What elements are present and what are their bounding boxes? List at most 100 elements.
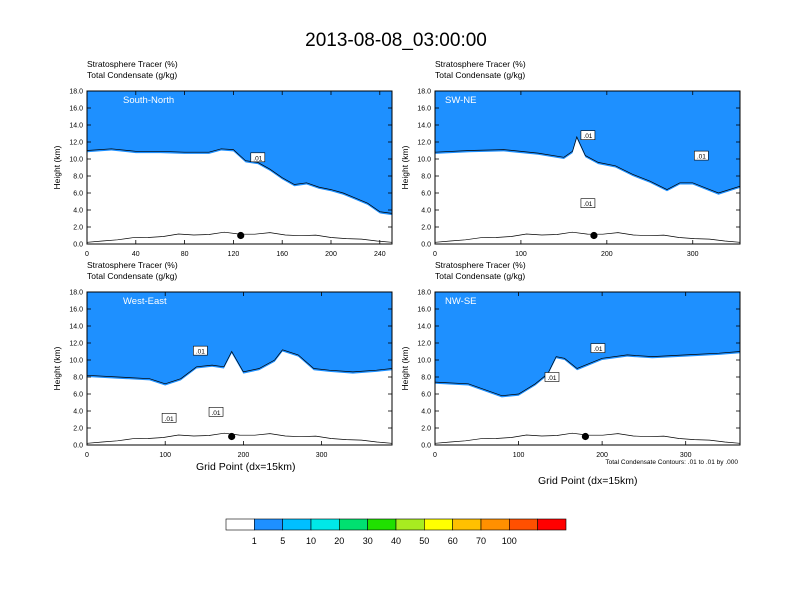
y-tick-label: 0.0 [73, 443, 83, 450]
x-tick-label: 80 [181, 251, 189, 258]
station-marker [228, 432, 236, 441]
tracer-band-10 [87, 91, 392, 216]
y-tick-label: 18.0 [69, 290, 83, 297]
terrain-line [87, 231, 392, 243]
y-tick-label: 2.0 [421, 426, 431, 433]
station-marker [581, 432, 590, 441]
contour-label-box [208, 407, 224, 417]
terrain-line [435, 231, 740, 243]
y-tick-label: 14.0 [417, 324, 431, 331]
chart-panel-3: Stratosphere Tracer (%)Total Condensate … [400, 260, 741, 459]
condensate-contour [87, 349, 392, 385]
y-tick-label: 12.0 [417, 140, 431, 147]
x-tick-label: 240 [374, 251, 386, 258]
y-tick-label: 8.0 [421, 375, 431, 382]
contour-label: .01 [593, 346, 602, 353]
contour-label-box [193, 345, 208, 356]
contour-label: .01 [583, 201, 592, 208]
panel-header-line2: Total Condensate (g/kg) [87, 271, 177, 281]
x-tick-label: 120 [228, 251, 240, 258]
y-tick-label: 0.0 [73, 242, 83, 249]
y-tick-label: 8.0 [421, 174, 431, 181]
panel-header-line1: Stratosphere Tracer (%) [435, 260, 526, 270]
condensate-contour [435, 351, 740, 397]
y-tick-label: 10.0 [69, 358, 83, 365]
contour-label: .01 [212, 410, 221, 417]
contour-label: .01 [697, 154, 706, 161]
colorbar-swatch [339, 518, 368, 531]
x-tick-label: 200 [596, 452, 608, 459]
colorbar-swatch [225, 518, 255, 531]
station-marker [237, 231, 245, 240]
y-tick-label: 2.0 [73, 225, 83, 232]
colorbar-swatch [395, 518, 425, 531]
tracer-band-10 [87, 292, 392, 386]
station-marker [590, 231, 598, 240]
x-tick-label: 100 [513, 452, 525, 459]
y-tick-label: 6.0 [421, 191, 431, 198]
plot-area: .01 .01 [435, 292, 740, 445]
plot-area: .01 .01 .01 [435, 91, 740, 244]
y-tick-label: 12.0 [69, 341, 83, 348]
x-tick-label: 0 [85, 452, 89, 459]
y-tick-label: 16.0 [417, 106, 431, 113]
x-axis-label-left: Grid Point (dx=15km) [196, 461, 296, 473]
colorbar-swatch [452, 518, 482, 531]
chart-panel-0: Stratosphere Tracer (%)Total Condensate … [52, 59, 393, 258]
colorbar-label: 1 [252, 536, 257, 546]
y-tick-label: 8.0 [73, 375, 83, 382]
panel-header-line1: Stratosphere Tracer (%) [435, 59, 526, 69]
panel-header-line1: Stratosphere Tracer (%) [87, 59, 178, 69]
y-tick-label: 6.0 [73, 392, 83, 399]
contour-label-box [544, 372, 560, 382]
x-tick-label: 100 [515, 251, 527, 258]
panel-name-label: NW-SE [445, 296, 477, 307]
y-tick-label: 4.0 [421, 208, 431, 215]
tracer-band-10 [435, 292, 740, 398]
y-tick-label: 8.0 [73, 174, 83, 181]
x-tick-label: 100 [159, 452, 171, 459]
y-tick-label: 18.0 [417, 89, 431, 96]
y-tick-label: 2.0 [73, 426, 83, 433]
y-tick-label: 18.0 [69, 89, 83, 96]
y-tick-label: 14.0 [417, 123, 431, 130]
y-tick-label: 0.0 [421, 443, 431, 450]
condensate-contour [435, 135, 740, 194]
x-tick-label: 200 [238, 452, 250, 459]
panel-name-label: SW-NE [445, 95, 477, 106]
plot-frame [86, 90, 393, 245]
colorbar: 1 5 10 20 30 40 50 60 70 100 [225, 518, 567, 546]
chart-panel-1: Stratosphere Tracer (%)Total Condensate … [400, 59, 741, 258]
x-tick-label: 200 [325, 251, 337, 258]
y-tick-label: 14.0 [69, 324, 83, 331]
x-tick-label: 160 [276, 251, 288, 258]
tracer-band-10 [435, 91, 740, 195]
x-tick-label: 300 [680, 452, 692, 459]
y-tick-label: 10.0 [69, 157, 83, 164]
contour-label: .01 [583, 133, 592, 140]
x-tick-label: 0 [85, 251, 89, 258]
colorbar-label: 5 [280, 536, 285, 546]
colorbar-swatch [254, 518, 283, 531]
x-tick-label: 300 [316, 452, 328, 459]
colorbar-label: 40 [391, 536, 401, 546]
panel-header-line1: Stratosphere Tracer (%) [87, 260, 178, 270]
contour-label-box [694, 150, 709, 161]
contour-label: .01 [253, 155, 262, 162]
colorbar-swatch [537, 518, 567, 531]
panel-name-label: South-North [123, 95, 174, 106]
panel-header-line2: Total Condensate (g/kg) [435, 70, 525, 80]
y-tick-label: 6.0 [73, 191, 83, 198]
contour-label-box [580, 198, 596, 208]
figure-title: 2013-08-08_03:00:00 [305, 30, 487, 51]
colorbar-swatch [367, 518, 397, 531]
colorbar-swatch [480, 518, 510, 531]
x-tick-label: 0 [433, 452, 437, 459]
colorbar-label: 70 [476, 536, 486, 546]
colorbar-label: 50 [419, 536, 429, 546]
colorbar-swatch [282, 518, 312, 531]
x-tick-label: 200 [601, 251, 613, 258]
contour-label-box [580, 130, 596, 140]
y-axis-label: Height (km) [400, 145, 410, 189]
